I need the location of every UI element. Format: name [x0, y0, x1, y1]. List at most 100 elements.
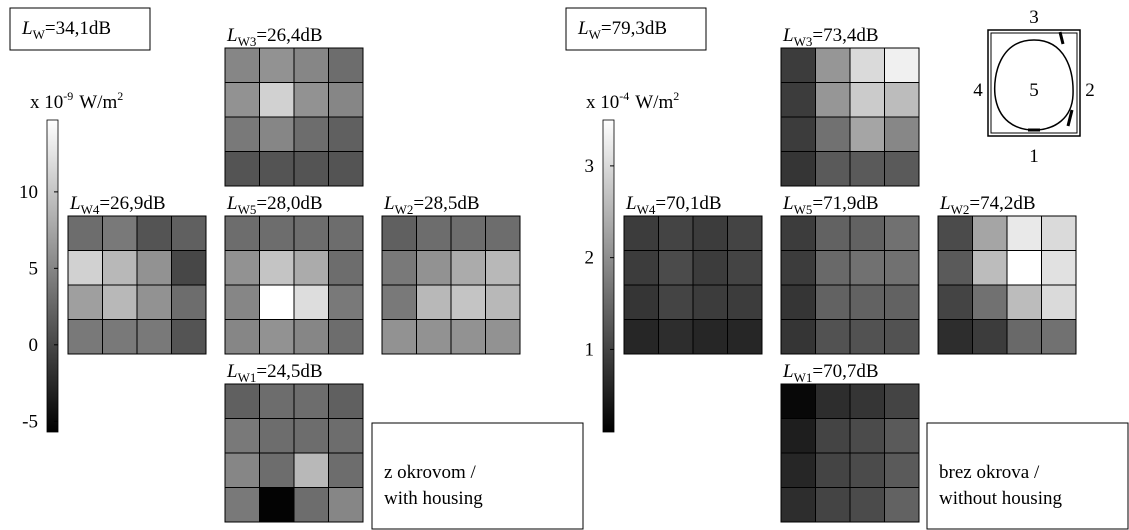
housing-diagram: 3 4 5 2 1 [973, 7, 1095, 167]
heatmap-cell [884, 452, 920, 488]
value: =28,5dB [413, 193, 479, 214]
colorbar-tick-label: 10 [19, 182, 38, 203]
heatmap-cell [884, 215, 920, 251]
heatmap-cell [328, 418, 364, 454]
heatmap-cell [623, 215, 659, 251]
heatmap-cell [727, 250, 763, 286]
heatmap-cell [780, 319, 816, 355]
heatmap-cell [328, 116, 364, 152]
heatmap-cell [293, 47, 329, 83]
heatmap-cell [849, 383, 885, 419]
subscript: W4 [637, 202, 656, 217]
symbol: L [226, 193, 238, 214]
heatmap-cell [485, 319, 521, 355]
symbol: L [625, 193, 637, 214]
heatmap-cell [780, 47, 816, 83]
panel-label: LW4=26,9dB [69, 193, 166, 217]
heatmap-cell [416, 215, 452, 251]
heatmap-cell [259, 284, 295, 320]
caption-line: brez okrova / [939, 462, 1040, 483]
heatmap-cell [102, 215, 138, 251]
heatmap-cell [1006, 215, 1042, 251]
heatmap-cell [102, 250, 138, 286]
heatmap-cell [67, 215, 103, 251]
heatmap-cell [884, 418, 920, 454]
value: =28,0dB [256, 193, 322, 214]
heatmap-cell [815, 82, 851, 118]
heatmap-cell [972, 250, 1008, 286]
unit-power: 2 [117, 89, 123, 103]
subscript: W1 [238, 370, 257, 385]
heatmap-cell [224, 452, 260, 488]
heatmap-cell [328, 452, 364, 488]
colorbar-tick-label: 2 [585, 248, 595, 269]
heatmap-cell [815, 215, 851, 251]
heatmap-cell [224, 284, 260, 320]
symbol: L [782, 361, 794, 382]
heatmap-cell [727, 215, 763, 251]
side-label: 1 [1029, 146, 1039, 167]
heatmap-cell [293, 452, 329, 488]
heatmap-cell [293, 383, 329, 419]
heatmap-cell [658, 215, 694, 251]
heatmap-cell [692, 250, 728, 286]
heatmap-cell [259, 215, 295, 251]
value: =71,9dB [812, 193, 878, 214]
unit: W/m [635, 92, 673, 113]
heatmap-cell [623, 250, 659, 286]
heatmap-cell [328, 151, 364, 187]
panel-label: LW3=26,4dB [226, 25, 323, 49]
side-label: 2 [1085, 80, 1095, 101]
caption-line: z okrovom / [384, 462, 477, 483]
heatmap-cell [450, 284, 486, 320]
heatmap-cell [849, 47, 885, 83]
unit-label: x 10-9 W/m2 [30, 89, 123, 113]
subscript: W5 [238, 202, 257, 217]
heatmap-cell [727, 284, 763, 320]
heatmap-cell [849, 319, 885, 355]
heatmap-cell [259, 383, 295, 419]
heatmap-cell [224, 82, 260, 118]
symbol: L [226, 25, 238, 46]
heatmap-cell [727, 319, 763, 355]
heatmap-cell [884, 319, 920, 355]
side-label: 5 [1029, 80, 1039, 101]
colorbar [46, 119, 59, 433]
heatmap-cell [815, 418, 851, 454]
heatmap-cell [623, 319, 659, 355]
heatmap-cell [328, 383, 364, 419]
heatmap-cell [849, 215, 885, 251]
heatmap-cell [972, 215, 1008, 251]
heatmap-cell [416, 284, 452, 320]
subscript: W1 [794, 370, 813, 385]
heatmap-cell [849, 452, 885, 488]
heatmap-cell [884, 487, 920, 523]
heatmap-cell [259, 116, 295, 152]
unit-exponent: -9 [63, 89, 73, 103]
heatmap-cell [937, 319, 973, 355]
heatmap-cell [328, 82, 364, 118]
heatmap-cell [937, 250, 973, 286]
heatmap-cell [1041, 215, 1077, 251]
heatmap-cell [67, 250, 103, 286]
heatmap-cell [884, 82, 920, 118]
heatmap-cell [416, 319, 452, 355]
symbol: L [226, 361, 238, 382]
heatmap-cell [224, 47, 260, 83]
heatmap-cell [381, 250, 417, 286]
heatmap-cell [416, 250, 452, 286]
value: =26,4dB [256, 25, 322, 46]
heatmap-cell [259, 250, 295, 286]
heatmap-cell [849, 418, 885, 454]
heatmap-cell [884, 47, 920, 83]
symbol: L [782, 25, 794, 46]
heatmap-cell [293, 284, 329, 320]
heatmap-cell [328, 284, 364, 320]
subscript: W2 [951, 202, 970, 217]
value: =74,2dB [969, 193, 1035, 214]
value: =73,4dB [812, 25, 878, 46]
value: =26,9dB [99, 193, 165, 214]
heatmap-cell [224, 319, 260, 355]
heatmap-cell [293, 418, 329, 454]
value: =24,5dB [256, 361, 322, 382]
